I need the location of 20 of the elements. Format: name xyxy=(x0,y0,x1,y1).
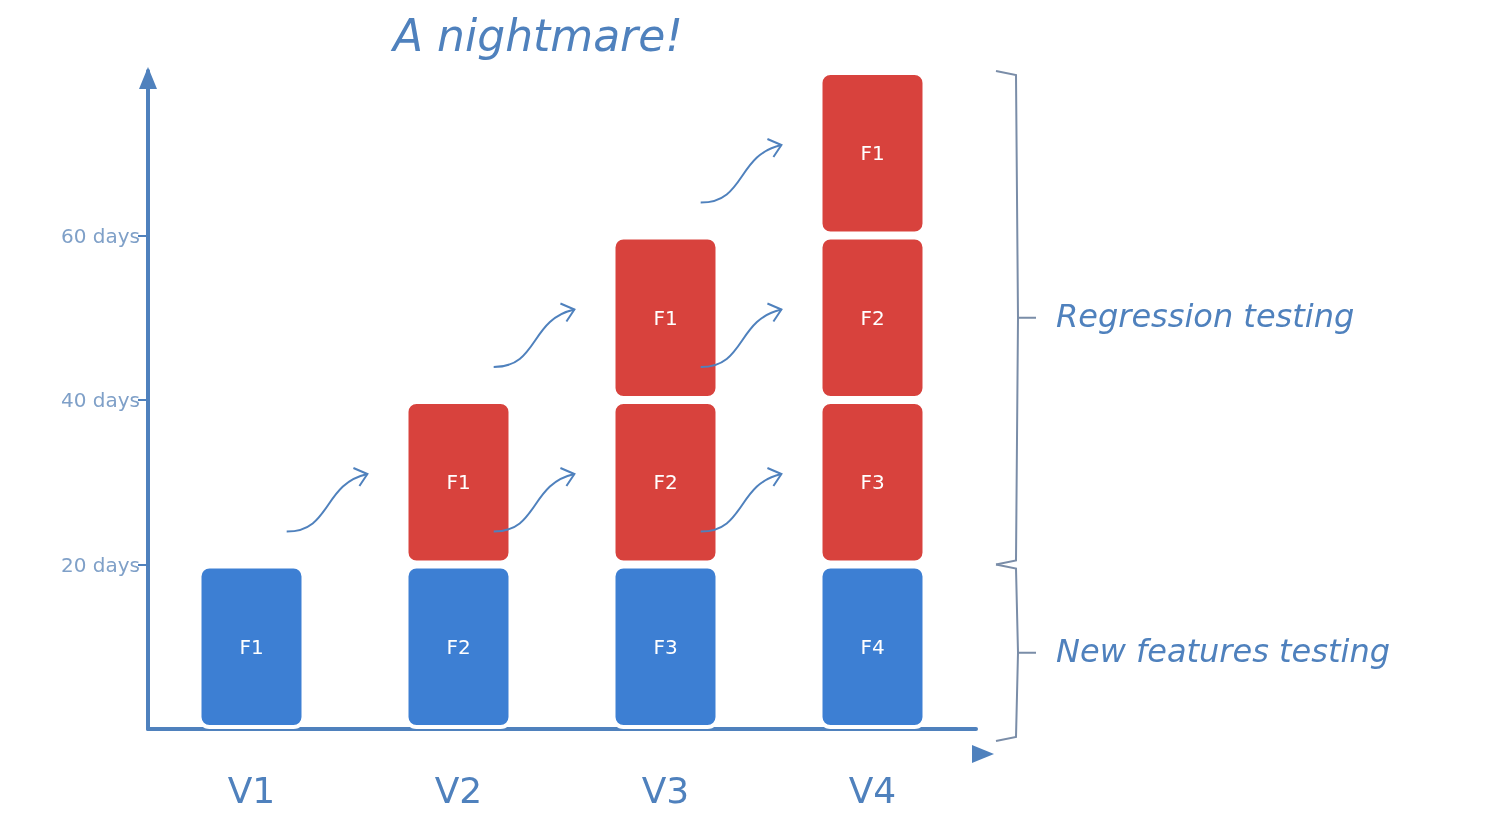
data-label: F2 xyxy=(446,634,471,659)
data-label: F3 xyxy=(653,634,678,659)
x-tick-label: V4 xyxy=(848,769,897,811)
x-tick-label: V2 xyxy=(434,769,483,811)
data-label: F3 xyxy=(860,470,885,495)
y-tick-label: 40 days xyxy=(60,388,140,412)
y-tick-label: 20 days xyxy=(60,552,140,577)
text: New features testing xyxy=(1056,631,1390,670)
x-tick-label: V3 xyxy=(641,769,690,811)
data-label: F4 xyxy=(860,634,885,659)
y-tick-label: 60 days xyxy=(60,223,140,248)
x-tick-label: V1 xyxy=(227,769,276,811)
data-label: F2 xyxy=(653,470,678,495)
chart-title: A nightmare! xyxy=(390,9,683,61)
text: Regression testing xyxy=(1056,296,1355,335)
data-label: F1 xyxy=(860,141,885,166)
data-label: F1 xyxy=(446,470,471,495)
data-label: F2 xyxy=(860,305,885,330)
data-label: F1 xyxy=(239,634,264,659)
data-label: F1 xyxy=(653,305,678,330)
